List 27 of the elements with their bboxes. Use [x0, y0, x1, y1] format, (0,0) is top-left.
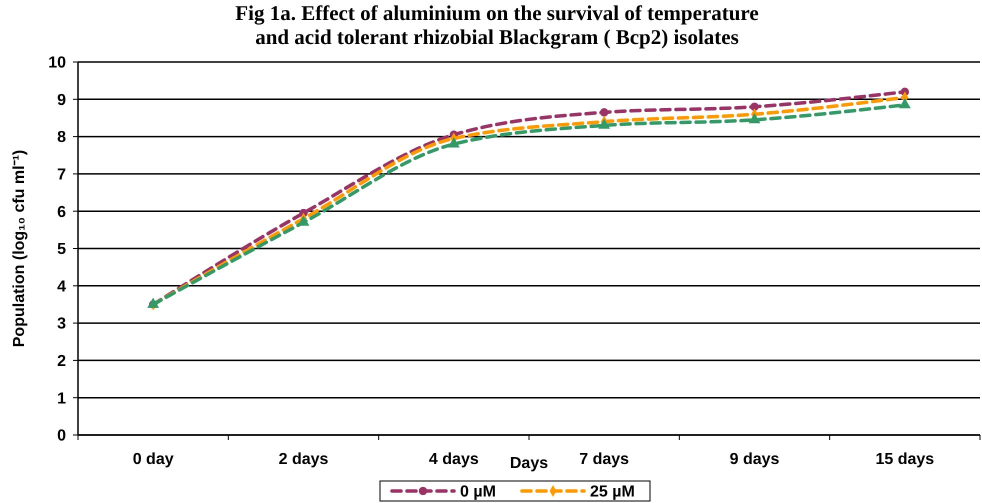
y-tick-label: 3	[57, 316, 66, 333]
y-axis-title: Population (log₁₀ cfu ml⁻¹)	[11, 150, 28, 348]
legend-label: 25 µM	[590, 484, 635, 501]
x-tick-label: 0 day	[132, 451, 174, 468]
point	[750, 102, 759, 111]
y-tick-label: 7	[57, 166, 66, 184]
x-tick-label: 15 days	[875, 451, 934, 468]
legend-label: 0 µM	[460, 484, 496, 501]
y-tick-label: 4	[57, 278, 66, 296]
x-tick-label: 7 days	[579, 451, 630, 468]
y-tick-label: 9	[57, 92, 66, 109]
y-tick-label: 0	[57, 428, 66, 445]
chart-title: Fig 1a. Effect of aluminium on the survival of temperature and acid tolerant rhizobial Blackgram ( Bcp2) isolates	[235, 1, 759, 49]
y-tick-label: 2	[57, 353, 66, 370]
x-tick-label: 4 days	[428, 451, 479, 468]
y-tick-label: 10	[48, 54, 66, 72]
x-tick-label: 2 days	[278, 451, 329, 468]
y-tick-label: 1	[57, 390, 66, 408]
point	[600, 108, 608, 117]
y-tick-label: 5	[57, 241, 66, 258]
point	[748, 113, 760, 124]
y-tick-label: 8	[57, 129, 66, 146]
x-axis-title: Days	[510, 455, 548, 472]
point	[147, 298, 160, 308]
point	[298, 216, 310, 226]
y-tick-label: 6	[57, 204, 66, 221]
x-tick-label: 9 days	[730, 451, 780, 468]
